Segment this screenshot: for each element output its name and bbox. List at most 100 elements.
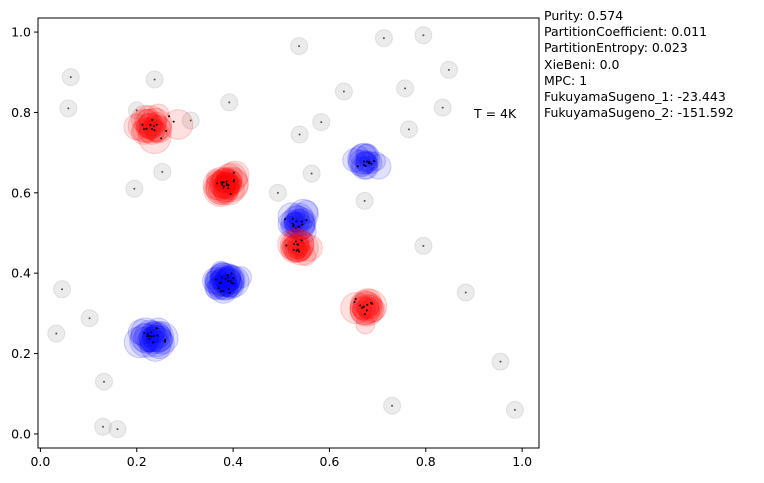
red-cluster: [123, 103, 194, 155]
noise-point: [153, 162, 172, 181]
cluster-point: [211, 263, 245, 296]
cluster-point-center: [155, 123, 158, 126]
noise-point: [47, 324, 66, 343]
cluster-point: [286, 210, 316, 241]
noise-point: [290, 125, 309, 144]
cluster-point: [215, 166, 249, 201]
noise-point: [290, 37, 309, 56]
cluster-point: [360, 297, 386, 323]
cluster-point: [352, 300, 372, 321]
cluster-point-center: [292, 248, 295, 251]
cluster-point-center: [150, 335, 153, 338]
cluster-point: [279, 228, 314, 263]
cluster-point: [283, 227, 315, 259]
cluster-point: [214, 171, 237, 194]
cluster-point: [146, 111, 167, 133]
cluster-point: [295, 245, 317, 267]
cluster-point: [145, 321, 179, 355]
cluster-point-center: [368, 162, 371, 165]
cluster-point-center: [301, 223, 304, 226]
plot-frame: [37, 17, 540, 449]
cluster-point: [282, 232, 313, 263]
cluster-point-center: [146, 333, 149, 336]
cluster-point: [141, 320, 165, 344]
cluster-point: [289, 212, 312, 236]
cluster-point-center: [359, 304, 362, 307]
cluster-point: [347, 149, 376, 177]
cluster-point: [130, 323, 160, 353]
cluster-point-center: [150, 331, 153, 334]
cluster-point-center: [227, 288, 230, 291]
noise-point: [108, 420, 127, 439]
cluster-point: [295, 234, 323, 262]
cluster-point-center: [220, 290, 223, 293]
noise-point: [94, 372, 113, 391]
noise-point: [53, 280, 72, 299]
cluster-point-center: [295, 220, 298, 223]
cluster-points: [123, 103, 392, 362]
cluster-point: [138, 117, 160, 139]
metric-partition-entropy: PartitionEntropy: 0.023: [544, 40, 688, 56]
cluster-point: [287, 235, 310, 258]
cluster-point: [277, 209, 306, 239]
cluster-point: [291, 241, 312, 262]
x-tick-label: 0.0: [30, 454, 50, 469]
cluster-point: [280, 216, 301, 237]
metric-fukuyama-sugeno-1: FukuyamaSugeno_1: -23.443: [544, 89, 726, 105]
noise-point: [268, 183, 287, 202]
cluster-point-center: [172, 120, 175, 123]
cluster-point: [284, 202, 315, 233]
cluster-point: [141, 325, 173, 358]
red-cluster: [202, 160, 250, 207]
noise-point: [312, 113, 331, 132]
cluster-point-center: [217, 287, 220, 290]
metric-xie-beni: XieBeni: 0.0: [544, 56, 620, 72]
cluster-point: [342, 148, 367, 173]
cluster-point: [138, 118, 166, 145]
cluster-point: [209, 169, 240, 199]
cluster-point-center: [220, 183, 223, 186]
cluster-point: [139, 330, 171, 362]
cluster-point: [284, 209, 316, 241]
noise-point: [414, 236, 433, 255]
cluster-point: [283, 211, 310, 238]
cluster-point-center: [284, 218, 287, 221]
cluster-point: [138, 107, 173, 142]
cluster-point: [351, 293, 382, 324]
cluster-point-center: [164, 339, 167, 342]
x-tick-label: 0.4: [223, 454, 243, 469]
cluster-point: [139, 326, 165, 353]
cluster-point-center: [222, 290, 225, 293]
cluster-point: [291, 219, 317, 245]
cluster-point-center: [297, 225, 300, 228]
cluster-point-center: [356, 165, 359, 168]
cluster-point-center: [300, 220, 303, 223]
cluster-point: [142, 116, 163, 137]
cluster-point-center: [220, 282, 223, 285]
x-tick-label: 1.0: [512, 454, 532, 469]
cluster-point-center: [365, 309, 368, 312]
cluster-point: [127, 318, 154, 345]
cluster-point: [145, 116, 173, 144]
cluster-point-center: [222, 186, 225, 189]
cluster-point: [214, 266, 245, 298]
cluster-point: [277, 202, 306, 231]
cluster-point-center: [145, 127, 148, 130]
cluster-point: [208, 176, 236, 204]
cluster-point-center: [370, 162, 373, 165]
cluster-point-center: [361, 306, 364, 309]
cluster-point: [162, 109, 194, 140]
noise-point: [61, 68, 80, 87]
cluster-point-center: [149, 123, 152, 126]
noise-point: [181, 111, 200, 130]
y-axis: 0.0 0.2 0.4 0.6 0.8 1.0: [11, 25, 38, 441]
cluster-point: [216, 265, 246, 295]
cluster-point: [130, 317, 161, 348]
y-tick-label: 1.0: [11, 25, 31, 40]
cluster-point-center: [151, 341, 154, 344]
cluster-point-center: [143, 331, 146, 334]
cluster-point-center: [226, 274, 229, 277]
temperature-annotation: T = 4K: [473, 106, 517, 121]
cluster-point: [204, 170, 240, 206]
